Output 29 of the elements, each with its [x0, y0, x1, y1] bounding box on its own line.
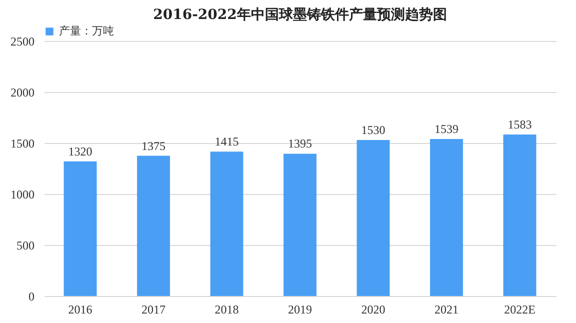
x-tick-label: 2016: [68, 302, 92, 316]
x-tick-label: 2020: [361, 302, 386, 316]
legend-label: 产量：万吨: [59, 24, 114, 38]
y-tick-label: 1000: [10, 188, 34, 202]
bar: [210, 152, 244, 296]
x-tick-label: 2021: [434, 302, 458, 316]
data-label: 1539: [434, 122, 458, 136]
data-label: 1415: [214, 134, 239, 149]
x-tick-label: 2022E: [504, 302, 536, 316]
x-tick-label: 2017: [142, 302, 166, 316]
bar: [356, 140, 390, 296]
data-label: 1395: [288, 136, 312, 151]
data-label: 1375: [142, 138, 166, 153]
y-tick-label: 500: [16, 238, 34, 252]
y-tick-label: 1500: [10, 136, 34, 150]
bar: [503, 134, 536, 296]
y-tick-label: 2000: [10, 86, 34, 100]
y-tick-label: 2500: [10, 34, 34, 48]
bar: [64, 161, 97, 296]
chart-title: 2016-2022年中国球墨铸铁件产量预测趋势图: [153, 6, 447, 23]
bar: [137, 156, 170, 296]
data-label: 1320: [68, 144, 92, 158]
data-label: 1530: [361, 122, 386, 137]
bar: [430, 139, 463, 296]
bar: [284, 154, 316, 296]
x-tick-label: 2019: [288, 302, 312, 316]
x-tick-label: 2018: [214, 302, 239, 316]
data-label: 1583: [508, 118, 532, 132]
y-tick-label: 0: [28, 290, 34, 304]
